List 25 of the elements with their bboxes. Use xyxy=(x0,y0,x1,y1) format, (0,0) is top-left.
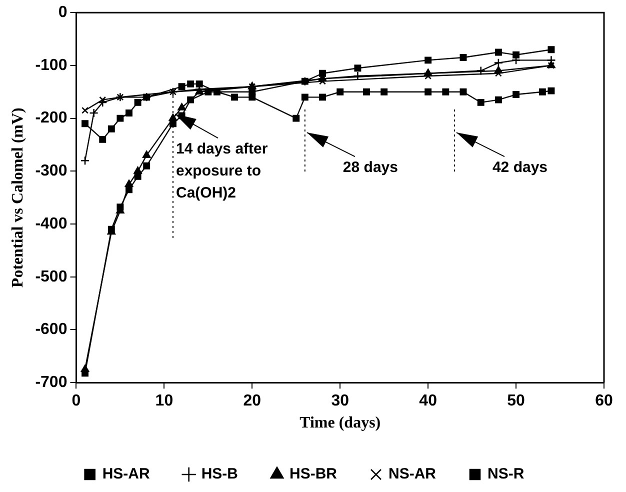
x-tick-label: 40 xyxy=(419,392,438,410)
ref-line-label: 14 days after exposure to Ca(OH)2 xyxy=(176,140,268,202)
x-tick-label: 0 xyxy=(72,392,81,410)
x-tick-label: 30 xyxy=(331,392,350,410)
y-tick-label: -400 xyxy=(35,215,68,232)
y-tick-label: -100 xyxy=(35,56,68,74)
legend-label: HS-B xyxy=(201,466,238,483)
legend-label: HS-AR xyxy=(102,466,150,483)
y-tick-label: -200 xyxy=(35,110,68,127)
ref-line-label: 42 days xyxy=(492,159,548,176)
legend-label: HS-BR xyxy=(290,466,338,483)
y-axis-title: Potential vs Calomel (mV) xyxy=(10,108,27,288)
y-tick-label: 0 xyxy=(58,4,68,22)
x-tick-label: 50 xyxy=(507,392,526,410)
y-tick-label: -600 xyxy=(35,321,68,338)
y-tick-label: -300 xyxy=(35,162,68,180)
legend-label: NS-R xyxy=(487,466,524,483)
x-tick-label: 60 xyxy=(595,392,613,410)
x-axis-title: Time (days) xyxy=(300,414,381,432)
legend-label: NS-AR xyxy=(388,466,436,483)
x-tick-label: 10 xyxy=(155,392,174,410)
x-tick-label: 20 xyxy=(243,392,262,410)
y-tick-label: -500 xyxy=(35,268,68,286)
ref-line-label: 28 days xyxy=(342,159,398,176)
y-tick-label: -700 xyxy=(35,374,68,392)
